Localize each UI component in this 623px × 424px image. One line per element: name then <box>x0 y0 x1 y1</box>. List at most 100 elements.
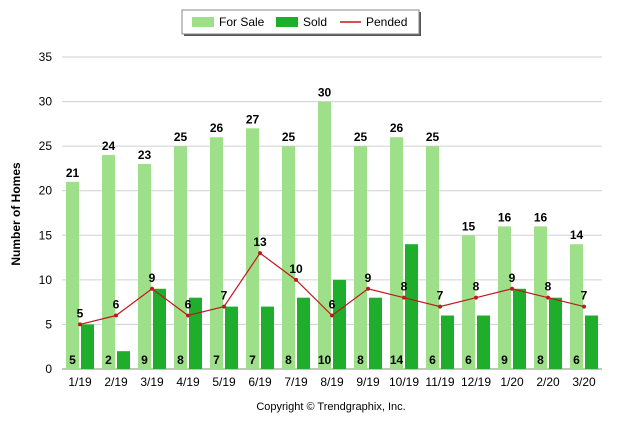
pended-point <box>114 313 118 318</box>
data-label-pended: 5 <box>77 306 84 320</box>
x-tick-label: 8/19 <box>320 375 344 389</box>
data-label-pended: 6 <box>185 298 192 312</box>
bar-sold <box>405 244 418 369</box>
bar-sold <box>333 279 346 369</box>
data-label-for-sale: 25 <box>426 130 440 144</box>
pended-point <box>294 277 298 282</box>
bar-for-sale <box>318 101 331 370</box>
legend-swatch-sold <box>276 17 298 27</box>
data-label-pended: 7 <box>581 289 588 303</box>
data-label-pended: 9 <box>365 271 372 285</box>
x-axis-ticks: 1/19 2/19 3/19 4/19 5/19 6/19 7/19 8/19 9/19 10/1… <box>68 375 596 389</box>
legend: For Sale Sold Pended <box>181 9 421 36</box>
data-label-pended: 7 <box>437 289 444 303</box>
data-label-for-sale: 14 <box>570 228 584 242</box>
bar-sold <box>153 288 166 369</box>
bar-sold <box>117 351 130 369</box>
data-label-sold: 6 <box>429 353 436 367</box>
y-tick-label: 35 <box>39 50 53 64</box>
data-label-for-sale: 24 <box>102 139 116 153</box>
bar-for-sale <box>138 163 151 369</box>
x-tick-label: 4/19 <box>176 375 200 389</box>
bar-sold <box>477 315 490 369</box>
bar-sold <box>441 315 454 369</box>
bar-for-sale <box>570 244 583 369</box>
y-tick-label: 0 <box>45 362 52 376</box>
y-tick-label: 15 <box>39 228 53 242</box>
data-labels: 21 5 24 2 23 9 25 8 26 7 27 7 25 8 30 10 25 8 26 14 25 6 15 6 16… <box>66 86 588 367</box>
bar-sold <box>81 324 94 369</box>
data-label-sold: 2 <box>105 353 112 367</box>
x-tick-label: 9/19 <box>356 375 380 389</box>
bar-for-sale <box>282 146 295 369</box>
data-label-sold: 8 <box>537 353 544 367</box>
bar-sold <box>585 315 598 369</box>
bar-sold <box>297 297 310 369</box>
y-tick-label: 25 <box>39 139 53 153</box>
data-label-sold: 8 <box>357 353 364 367</box>
x-tick-label: 1/20 <box>500 375 524 389</box>
x-tick-label: 1/19 <box>68 375 92 389</box>
data-label-for-sale: 26 <box>390 121 404 135</box>
data-label-for-sale: 25 <box>354 130 368 144</box>
data-label-sold: 7 <box>213 353 220 367</box>
gridlines <box>62 56 602 370</box>
x-tick-label: 10/19 <box>389 375 419 389</box>
data-label-sold: 9 <box>501 353 508 367</box>
x-tick-label: 5/19 <box>212 375 236 389</box>
bar-sold <box>513 288 526 369</box>
data-label-for-sale: 25 <box>174 130 188 144</box>
bar-for-sale <box>426 146 439 369</box>
bar-sold <box>225 306 238 369</box>
data-label-sold: 6 <box>573 353 580 367</box>
data-label-for-sale: 26 <box>210 121 224 135</box>
bar-for-sale <box>390 137 403 369</box>
bar-for-sale <box>102 155 115 369</box>
bar-sold <box>369 297 382 369</box>
bar-for-sale <box>498 226 511 369</box>
data-label-for-sale: 15 <box>462 219 476 233</box>
legend-label-pended: Pended <box>366 15 407 29</box>
data-label-pended: 10 <box>289 262 303 276</box>
data-label-for-sale: 21 <box>66 166 80 180</box>
x-tick-label: 2/20 <box>536 375 560 389</box>
bar-sold <box>549 297 562 369</box>
x-tick-label: 11/19 <box>425 375 454 389</box>
data-label-sold: 10 <box>318 353 332 367</box>
bar-sold <box>261 306 274 369</box>
data-label-sold: 8 <box>177 353 184 367</box>
data-label-sold: 14 <box>390 353 404 367</box>
bar-for-sale <box>174 146 187 369</box>
pended-point <box>258 251 262 256</box>
data-label-pended: 6 <box>329 298 336 312</box>
pended-point <box>366 286 370 291</box>
bar-for-sale <box>534 226 547 369</box>
data-label-sold: 8 <box>285 353 292 367</box>
pended-point <box>546 295 550 300</box>
data-label-pended: 6 <box>113 298 120 312</box>
legend-label-sold: Sold <box>303 15 327 29</box>
x-tick-label: 3/19 <box>140 375 164 389</box>
legend-label-for-sale: For Sale <box>219 15 265 29</box>
pended-line <box>78 251 586 327</box>
x-tick-label: 2/19 <box>104 375 128 389</box>
data-label-sold: 6 <box>465 353 472 367</box>
bar-for-sale <box>462 235 475 369</box>
data-label-pended: 7 <box>221 289 228 303</box>
data-label-pended: 9 <box>149 271 156 285</box>
legend-swatch-for-sale <box>192 17 214 27</box>
data-label-sold: 9 <box>141 353 148 367</box>
bar-for-sale <box>246 128 259 369</box>
pended-point <box>510 286 514 291</box>
legend-box <box>181 9 420 35</box>
y-tick-label: 5 <box>45 317 52 331</box>
data-label-for-sale: 27 <box>246 112 260 126</box>
data-label-for-sale: 23 <box>138 148 152 162</box>
data-label-pended: 9 <box>509 271 516 285</box>
pended-point <box>186 313 190 318</box>
data-label-for-sale: 30 <box>318 86 332 100</box>
data-label-pended: 8 <box>473 280 480 294</box>
bars <box>66 101 598 370</box>
